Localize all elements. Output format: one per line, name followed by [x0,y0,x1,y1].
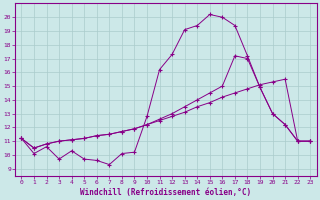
X-axis label: Windchill (Refroidissement éolien,°C): Windchill (Refroidissement éolien,°C) [80,188,252,197]
